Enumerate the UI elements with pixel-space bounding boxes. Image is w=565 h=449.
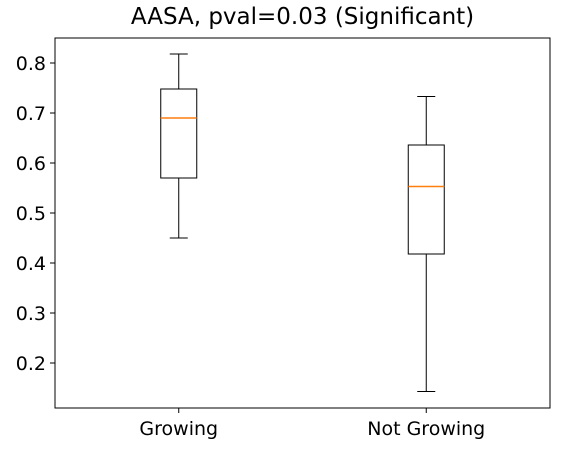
x-tick-label: Growing [139, 418, 218, 440]
y-tick-label: 0.7 [16, 103, 46, 125]
y-tick-label: 0.8 [16, 53, 46, 75]
y-tick-label: 0.3 [16, 303, 46, 325]
box-iqr [160, 88, 198, 179]
y-tick-label: 0.2 [16, 353, 46, 375]
y-tick-label: 0.6 [16, 153, 46, 175]
y-tick-label: 0.5 [16, 203, 46, 225]
y-tick-label: 0.4 [16, 253, 46, 275]
x-tick-label: Not Growing [367, 418, 485, 440]
chart-title: AASA, pval=0.03 (Significant) [130, 4, 475, 30]
plot-frame [54, 37, 551, 409]
box-iqr [407, 144, 445, 255]
